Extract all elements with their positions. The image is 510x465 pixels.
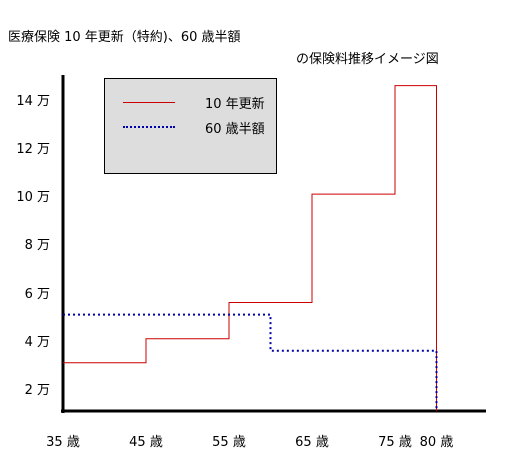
legend-label-half: 60 歳半額 [205, 121, 265, 137]
chart-subtitle: の保険料推移イメージ図 [296, 52, 439, 67]
series-line-1 [63, 85, 437, 411]
legend: 10 年更新 60 歳半額 [104, 78, 277, 174]
y-tick-label: 2 万 [24, 382, 50, 398]
y-tick-label: 8 万 [24, 238, 50, 254]
y-tick-label: 12 万 [16, 141, 50, 157]
legend-item-half: 60 歳半額 [123, 119, 265, 137]
x-tick-label: 35 歳 [46, 435, 80, 450]
chart-title: 医療保険 10 年更新（特約)、60 歳半額 [8, 30, 241, 45]
x-tick-label: 65 歳 [295, 435, 329, 450]
x-tick-label: 80 歳 [419, 435, 454, 450]
legend-swatch-renewal [123, 101, 175, 103]
y-tick-label: 4 万 [24, 334, 50, 350]
y-tick-label: 10 万 [16, 190, 50, 206]
y-tick-label: 14 万 [16, 93, 50, 109]
y-tick-label: 6 万 [24, 286, 50, 302]
legend-label-renewal: 10 年更新 [205, 96, 265, 112]
x-tick-label: 55 歳 [212, 435, 246, 450]
legend-swatch-half [123, 126, 175, 128]
x-tick-label: 45 歳 [129, 435, 163, 450]
x-tick-label: 75 歳 [378, 435, 412, 450]
legend-item-renewal: 10 年更新 [123, 94, 265, 112]
